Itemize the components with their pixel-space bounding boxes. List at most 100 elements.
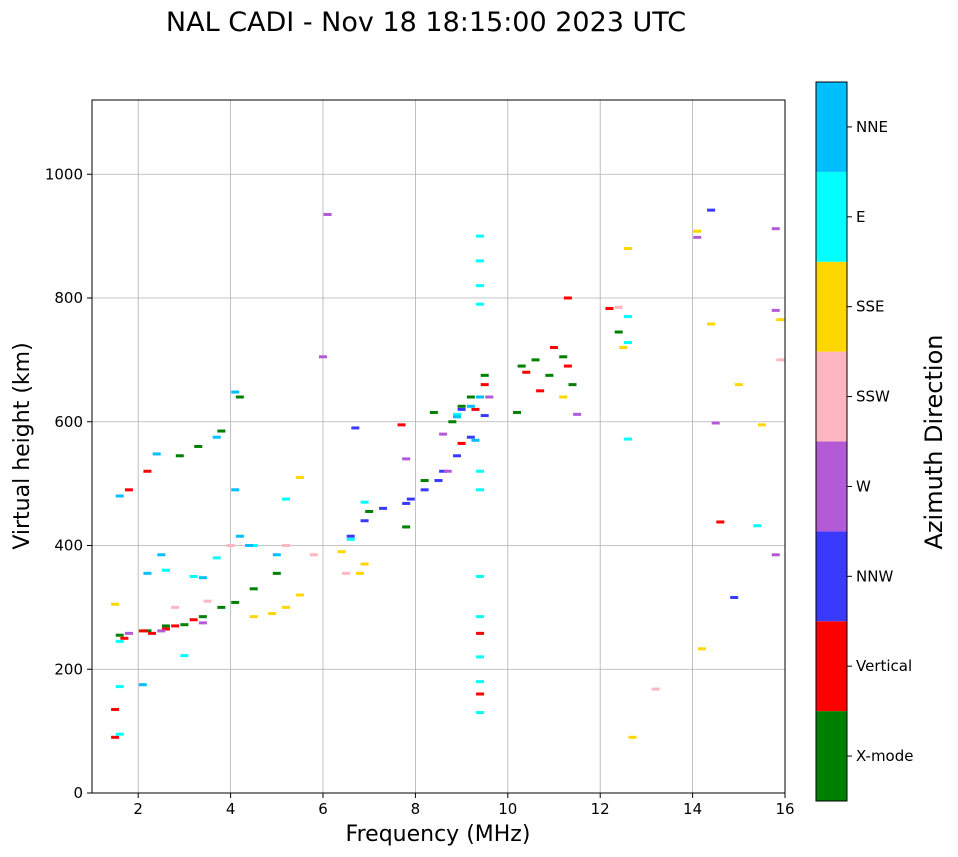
data-point bbox=[171, 624, 180, 628]
data-point bbox=[734, 383, 743, 387]
data-point bbox=[559, 355, 568, 359]
data-point bbox=[531, 358, 540, 362]
data-point bbox=[282, 605, 291, 609]
colorbar-tick-label: NNE bbox=[856, 118, 888, 136]
data-point bbox=[420, 479, 429, 483]
data-point bbox=[776, 358, 785, 362]
data-point bbox=[457, 407, 466, 411]
data-point bbox=[439, 469, 448, 473]
data-point bbox=[693, 235, 702, 239]
data-point bbox=[115, 494, 124, 498]
data-point bbox=[282, 497, 291, 501]
data-point bbox=[272, 571, 281, 575]
data-point bbox=[249, 544, 258, 547]
data-point bbox=[175, 454, 184, 458]
data-point bbox=[711, 421, 720, 425]
data-point bbox=[550, 346, 558, 349]
data-point bbox=[245, 544, 254, 547]
x-tick-label: 12 bbox=[591, 800, 610, 818]
data-point bbox=[563, 364, 572, 368]
data-point bbox=[452, 454, 461, 458]
data-point bbox=[212, 435, 221, 439]
data-point bbox=[536, 389, 545, 393]
data-point bbox=[480, 414, 489, 418]
data-point bbox=[476, 680, 485, 684]
data-point bbox=[452, 412, 461, 416]
data-point bbox=[111, 707, 120, 711]
colorbar-swatch bbox=[816, 82, 847, 172]
data-point bbox=[457, 441, 466, 445]
data-point bbox=[231, 600, 240, 604]
data-point bbox=[697, 647, 706, 651]
data-point bbox=[120, 636, 129, 640]
data-point bbox=[161, 627, 170, 631]
data-point bbox=[198, 615, 207, 619]
data-point bbox=[231, 488, 240, 492]
data-point bbox=[198, 576, 207, 580]
data-point bbox=[171, 605, 180, 609]
colorbar-swatch bbox=[816, 261, 847, 352]
data-point bbox=[249, 615, 258, 619]
data-point bbox=[111, 735, 120, 739]
data-point bbox=[337, 550, 346, 554]
data-point bbox=[545, 373, 554, 377]
x-tick-label: 2 bbox=[133, 800, 143, 818]
data-point bbox=[342, 571, 351, 575]
data-point bbox=[282, 544, 291, 547]
series-x-mode bbox=[115, 330, 623, 637]
data-point bbox=[716, 520, 725, 524]
x-tick-label: 16 bbox=[775, 800, 794, 818]
colorbar-label: Azimuth Direction bbox=[920, 335, 948, 550]
data-point bbox=[457, 404, 466, 408]
data-point bbox=[138, 683, 147, 687]
data-point bbox=[771, 308, 780, 312]
data-point bbox=[730, 595, 739, 599]
series-nne bbox=[115, 390, 485, 687]
x-tick-label: 4 bbox=[226, 800, 236, 818]
colorbar: X-mode Vertical NNW W SSW SSE E NNE bbox=[815, 81, 913, 802]
data-point bbox=[180, 654, 189, 658]
data-point bbox=[476, 655, 485, 659]
data-point bbox=[771, 227, 780, 231]
data-point bbox=[517, 364, 526, 368]
data-point bbox=[402, 501, 411, 505]
colorbar-tick-label: SSW bbox=[856, 388, 890, 406]
data-point bbox=[476, 615, 485, 619]
data-point bbox=[776, 318, 785, 322]
y-tick-label: 0 bbox=[73, 784, 83, 802]
series-sse bbox=[111, 229, 785, 739]
series-vertical bbox=[111, 296, 725, 739]
data-point bbox=[466, 404, 475, 408]
data-point bbox=[448, 420, 457, 424]
data-point bbox=[623, 437, 632, 441]
series-ssw bbox=[171, 305, 785, 691]
data-point bbox=[420, 488, 429, 492]
data-point bbox=[429, 410, 438, 414]
x-tick-label: 10 bbox=[498, 800, 517, 818]
data-point bbox=[707, 208, 716, 212]
colorbar-tick-label: X-mode bbox=[856, 747, 913, 765]
data-point bbox=[212, 556, 221, 560]
data-point bbox=[198, 621, 207, 625]
data-point bbox=[235, 534, 244, 538]
series-nnw bbox=[346, 208, 739, 599]
data-point bbox=[522, 370, 531, 374]
data-point bbox=[443, 469, 452, 473]
data-point bbox=[485, 395, 494, 399]
data-point bbox=[628, 735, 637, 739]
data-point bbox=[573, 412, 582, 416]
x-tick-label: 6 bbox=[318, 800, 328, 818]
data-point bbox=[476, 302, 485, 306]
data-point bbox=[476, 469, 485, 473]
data-point bbox=[402, 457, 411, 461]
data-point bbox=[434, 479, 443, 483]
data-point bbox=[115, 685, 124, 689]
data-point bbox=[217, 429, 226, 433]
data-point bbox=[476, 234, 485, 238]
data-point bbox=[189, 618, 198, 622]
x-tick-label: 14 bbox=[683, 800, 702, 818]
data-point bbox=[480, 383, 489, 387]
data-point bbox=[476, 259, 485, 263]
y-tick-label: 1000 bbox=[45, 165, 83, 183]
